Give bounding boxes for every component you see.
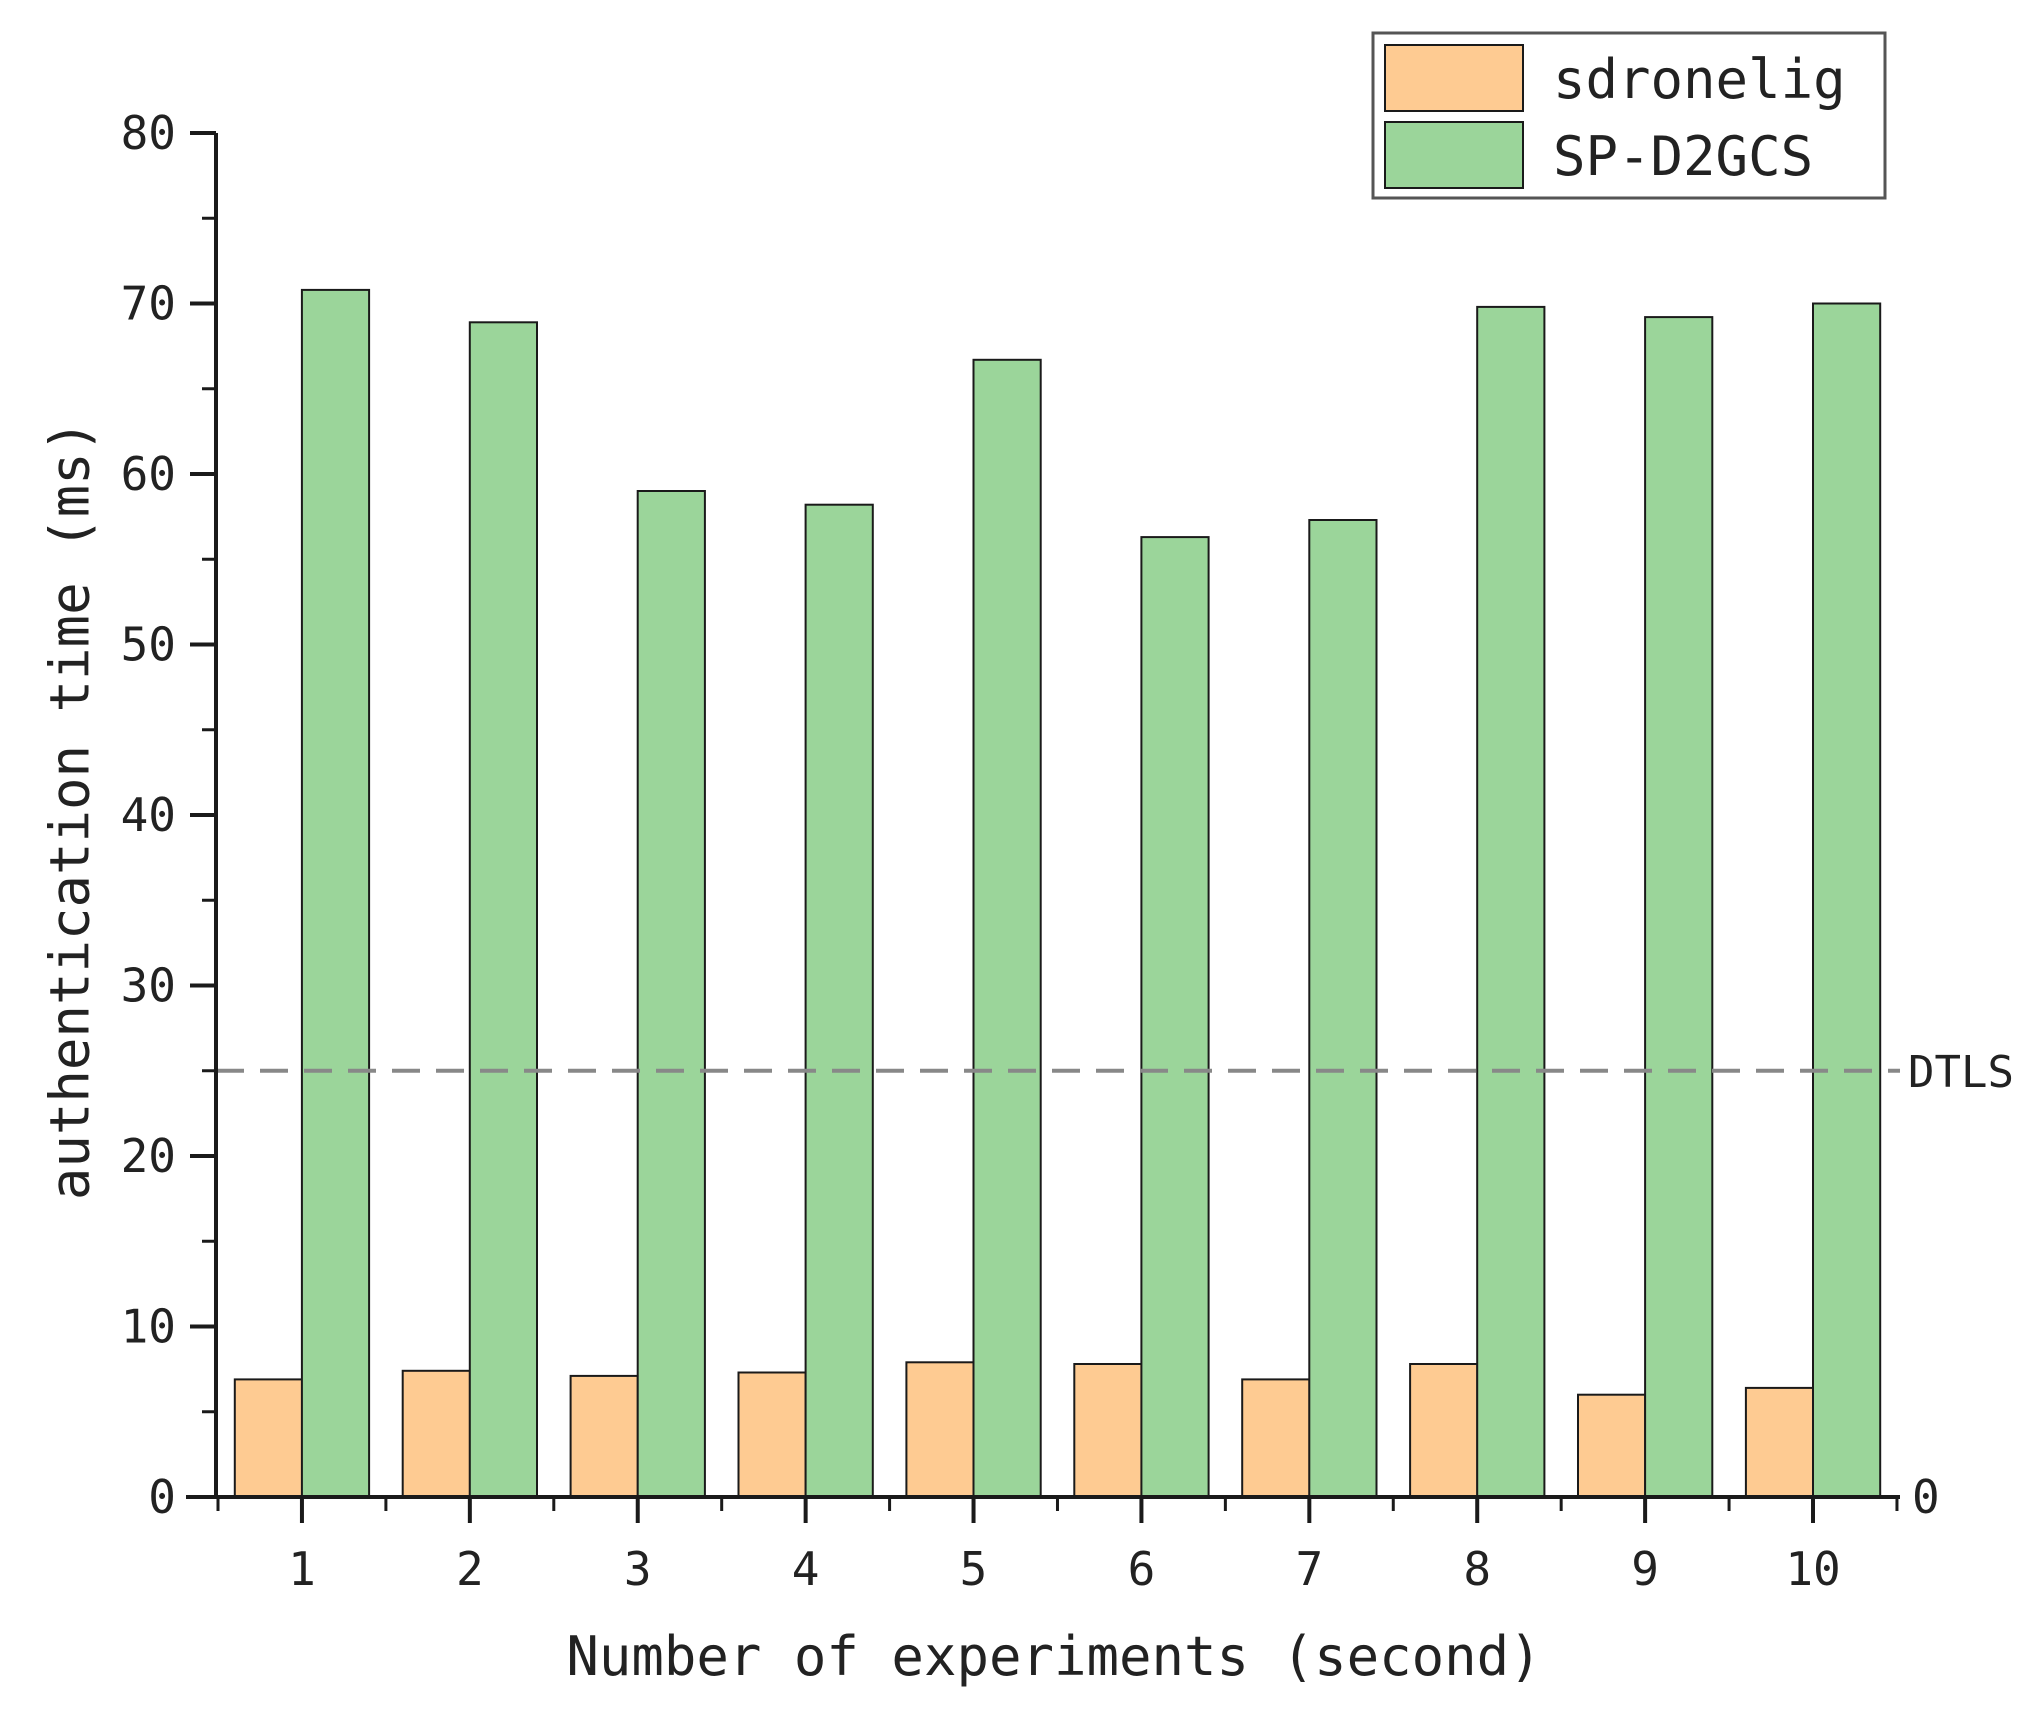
- bar-sp-d2gcs-6: [1140, 536, 1210, 1498]
- bar-sp-d2gcs-8: [1476, 305, 1546, 1498]
- x-tick-label: 10: [1785, 1542, 1840, 1596]
- legend-swatch-sdronelig: [1384, 44, 1524, 112]
- y-tick-label: 40: [121, 788, 176, 842]
- x-tick-label: 5: [960, 1542, 988, 1596]
- y-tick-label: 30: [121, 959, 176, 1013]
- y-tick-label: 70: [121, 277, 176, 331]
- bar-sdronelig-6: [1073, 1363, 1143, 1498]
- y-tick-label: 20: [121, 1129, 176, 1183]
- x-tick-label: 3: [624, 1542, 652, 1596]
- bar-sdronelig-7: [1241, 1378, 1311, 1499]
- bar-sdronelig-3: [569, 1374, 639, 1499]
- bar-sp-d2gcs-7: [1308, 519, 1378, 1498]
- bar-sdronelig-9: [1577, 1393, 1647, 1498]
- x-tick-label: 7: [1295, 1542, 1323, 1596]
- legend-label-sdronelig: sdronelig: [1553, 48, 1846, 111]
- bars-layer: [233, 288, 1882, 1499]
- legend-label-sp-d2gcs: SP-D2GCS: [1553, 125, 1813, 188]
- x-tick-label: 4: [792, 1542, 820, 1596]
- bar-sdronelig-10: [1744, 1386, 1815, 1499]
- bar-sdronelig-5: [905, 1361, 975, 1499]
- x-tick-label: 6: [1128, 1542, 1156, 1596]
- bar-sp-d2gcs-10: [1812, 302, 1882, 1498]
- right-axis-zero-label: 0: [1912, 1470, 1940, 1524]
- y-tick-label: 0: [148, 1470, 176, 1524]
- bar-sp-d2gcs-2: [468, 321, 538, 1498]
- y-ticks-layer: 0 10 20 30 40 50 60 70 80: [121, 106, 216, 1524]
- x-tick-label: 9: [1631, 1542, 1659, 1596]
- x-tick-label: 1: [288, 1542, 316, 1596]
- dtls-reference-label: DTLS: [1908, 1047, 2014, 1098]
- legend: sdronelig SP-D2GCS: [1371, 31, 1887, 200]
- legend-swatch-sp-d2gcs: [1384, 121, 1524, 189]
- y-axis-title: authentication time (ms): [39, 420, 102, 1200]
- bar-sdronelig-2: [401, 1369, 471, 1499]
- bar-sp-d2gcs-3: [636, 490, 706, 1498]
- bar-sp-d2gcs-4: [804, 503, 874, 1498]
- y-tick-label: 50: [121, 618, 176, 672]
- bar-sdronelig-4: [737, 1371, 807, 1498]
- bar-sp-d2gcs-9: [1644, 316, 1714, 1499]
- y-tick-label: 10: [121, 1300, 176, 1354]
- x-tick-label: 8: [1463, 1542, 1491, 1596]
- y-tick-label: 60: [121, 447, 176, 501]
- axes-layer: [186, 133, 1900, 1499]
- bar-sdronelig-1: [233, 1378, 303, 1499]
- bar-sp-d2gcs-5: [972, 358, 1042, 1498]
- x-axis-title: Number of experiments (second): [566, 1625, 1541, 1688]
- bar-sp-d2gcs-1: [300, 288, 371, 1498]
- x-tick-label: 2: [456, 1542, 484, 1596]
- y-tick-label: 80: [121, 106, 176, 160]
- bar-sdronelig-8: [1409, 1363, 1479, 1498]
- x-ticks-layer: 1 2 3 4 5 6 7 8 9 10: [216, 1497, 1899, 1596]
